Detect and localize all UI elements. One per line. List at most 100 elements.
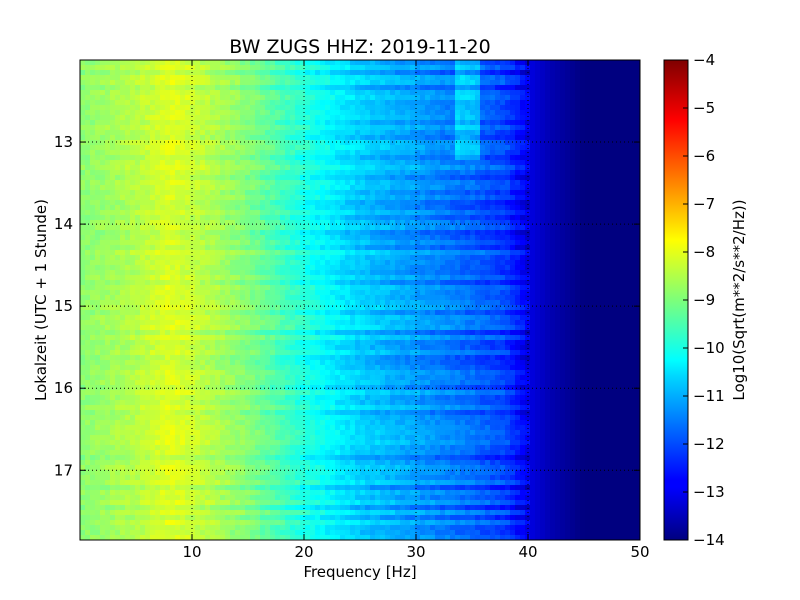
spectrogram-cell (95, 210, 101, 216)
spectrogram-cell (245, 270, 251, 276)
spectrogram-cell (110, 190, 116, 196)
spectrogram-cell (365, 135, 371, 141)
spectrogram-cell (500, 70, 506, 76)
spectrogram-cell (100, 270, 106, 276)
spectrogram-cell (460, 160, 466, 166)
spectrogram-cell (610, 245, 616, 251)
spectrogram-cell (600, 60, 606, 66)
spectrogram-cell (365, 180, 371, 186)
spectrogram-cell (355, 250, 361, 256)
spectrogram-cell (130, 60, 136, 66)
spectrogram-cell (375, 195, 381, 201)
spectrogram-cell (410, 145, 416, 151)
spectrogram-cell (285, 265, 291, 271)
spectrogram-cell (325, 185, 331, 191)
spectrogram-cell (145, 205, 151, 211)
spectrogram-cell (330, 205, 336, 211)
spectrogram-cell (380, 265, 386, 271)
spectrogram-cell (525, 245, 531, 251)
spectrogram-cell (450, 165, 456, 171)
spectrogram-cell (85, 215, 91, 221)
spectrogram-cell (290, 120, 296, 126)
spectrogram-cell (440, 230, 446, 236)
spectrogram-cell (620, 225, 626, 231)
spectrogram-cell (440, 180, 446, 186)
spectrogram-cell (510, 245, 516, 251)
spectrogram-cell (215, 185, 221, 191)
spectrogram-cell (415, 175, 421, 181)
spectrogram-cell (250, 185, 256, 191)
spectrogram-cell (175, 245, 181, 251)
spectrogram-cell (570, 150, 576, 156)
spectrogram-cell (475, 90, 481, 96)
spectrogram-cell (245, 180, 251, 186)
spectrogram-cell (335, 235, 341, 241)
spectrogram-cell (105, 75, 111, 81)
spectrogram-cell (165, 160, 171, 166)
spectrogram-cell (610, 250, 616, 256)
spectrogram-cell (395, 250, 401, 256)
spectrogram-cell (605, 65, 611, 71)
spectrogram-cell (630, 185, 636, 191)
spectrogram-cell (440, 100, 446, 106)
spectrogram-cell (115, 140, 121, 146)
spectrogram-cell (595, 235, 601, 241)
spectrogram-cell (255, 155, 261, 161)
spectrogram-cell (575, 175, 581, 181)
spectrogram-cell (405, 230, 411, 236)
spectrogram-cell (495, 105, 501, 111)
spectrogram-cell (570, 95, 576, 101)
spectrogram-cell (595, 275, 601, 281)
spectrogram-cell (625, 215, 631, 221)
spectrogram-cell (85, 220, 91, 226)
spectrogram-cell (560, 90, 566, 96)
spectrogram-cell (565, 130, 571, 136)
spectrogram-cell (225, 70, 231, 76)
spectrogram-cell (145, 270, 151, 276)
spectrogram-cell (125, 235, 131, 241)
spectrogram-cell (530, 95, 536, 101)
spectrogram-cell (440, 70, 446, 76)
spectrogram-cell (215, 65, 221, 71)
spectrogram-cell (320, 140, 326, 146)
spectrogram-cell (190, 170, 196, 176)
spectrogram-cell (365, 240, 371, 246)
spectrogram-cell (265, 150, 271, 156)
spectrogram-cell (455, 250, 461, 256)
spectrogram-cell (250, 180, 256, 186)
spectrogram-cell (510, 210, 516, 216)
spectrogram-cell (560, 250, 566, 256)
spectrogram-cell (480, 180, 486, 186)
spectrogram-cell (515, 175, 521, 181)
spectrogram-cell (430, 225, 436, 231)
spectrogram-cell (400, 60, 406, 66)
spectrogram-cell (635, 90, 640, 96)
spectrogram-cell (260, 95, 266, 101)
spectrogram-cell (340, 230, 346, 236)
spectrogram-cell (375, 155, 381, 161)
spectrogram-cell (415, 185, 421, 191)
spectrogram-cell (455, 185, 461, 191)
spectrogram-cell (520, 200, 526, 206)
spectrogram-cell (125, 195, 131, 201)
spectrogram-cell (370, 110, 376, 116)
spectrogram-cell (365, 245, 371, 251)
spectrogram-cell (115, 130, 121, 136)
spectrogram-cell (445, 255, 451, 261)
spectrogram-cell (375, 75, 381, 81)
spectrogram-cell (555, 275, 561, 281)
spectrogram-cell (590, 95, 596, 101)
spectrogram-cell (515, 70, 521, 76)
spectrogram-cell (165, 100, 171, 106)
spectrogram-cell (545, 190, 551, 196)
spectrogram-cell (585, 275, 591, 281)
spectrogram-cell (480, 85, 486, 91)
spectrogram-cell (260, 135, 266, 141)
spectrogram-cell (140, 150, 146, 156)
spectrogram-cell (235, 165, 241, 171)
spectrogram-cell (440, 250, 446, 256)
spectrogram-cell (350, 255, 356, 261)
spectrogram-cell (395, 190, 401, 196)
spectrogram-cell (195, 150, 201, 156)
spectrogram-cell (95, 240, 101, 246)
